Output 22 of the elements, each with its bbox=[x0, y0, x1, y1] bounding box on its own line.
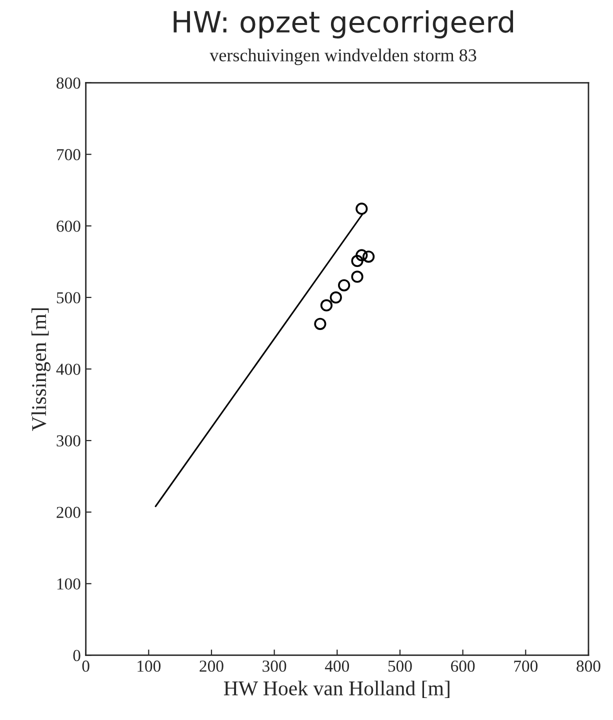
chart-title: HW: opzet gecorrigeerd bbox=[174, 10, 514, 38]
y-tick-label: 400 bbox=[56, 364, 80, 375]
x-tick-label: 0 bbox=[82, 660, 90, 672]
y-tick-label: 800 bbox=[56, 78, 80, 89]
y-tick-label: 300 bbox=[56, 435, 80, 446]
x-axis-title: HW Hoek van Holland [m] bbox=[224, 680, 450, 698]
x-tick-label: 200 bbox=[200, 660, 224, 672]
y-tick-label: 0 bbox=[73, 650, 80, 662]
y-axis-title: Vlissingen [m] bbox=[31, 308, 50, 431]
y-tick-label: 100 bbox=[57, 578, 80, 590]
chart-subtitle: verschuivingen windvelden storm 83 bbox=[210, 48, 476, 66]
x-tick-label: 800 bbox=[576, 660, 600, 672]
x-tick-label: 100 bbox=[138, 660, 161, 672]
y-tick-label: 600 bbox=[56, 220, 80, 232]
x-tick-label: 500 bbox=[388, 660, 412, 672]
x-tick-label: 300 bbox=[262, 660, 286, 672]
x-tick-label: 600 bbox=[451, 660, 475, 672]
x-tick-label: 700 bbox=[514, 660, 538, 672]
y-tick-label: 200 bbox=[56, 506, 80, 518]
y-tick-label: 700 bbox=[57, 149, 80, 160]
y-tick-label: 500 bbox=[56, 292, 80, 304]
x-tick-label: 400 bbox=[324, 660, 350, 672]
